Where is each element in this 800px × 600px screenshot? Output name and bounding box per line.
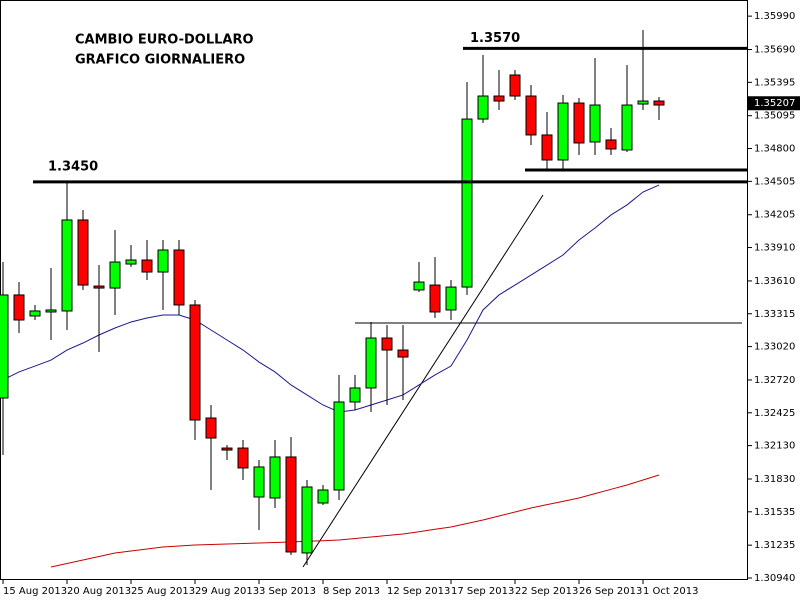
- candle-body: [605, 139, 617, 150]
- y-tick-label: 1.34800: [754, 144, 795, 155]
- candle-body: [77, 219, 89, 286]
- candle-body: [61, 219, 73, 312]
- candle-body: [45, 309, 57, 313]
- last-price-tag: [748, 96, 800, 111]
- candle-body: [525, 95, 537, 136]
- moving-average: [50, 474, 660, 568]
- y-tick-label: 1.31535: [754, 507, 795, 518]
- y-tick-label: 1.33020: [754, 342, 795, 353]
- y-tick-label: 1.33610: [754, 276, 795, 287]
- candle-body: [269, 456, 281, 499]
- candle-body: [397, 349, 409, 358]
- candle-body: [493, 95, 505, 102]
- candle-body: [557, 102, 569, 161]
- y-tick-label: 1.32425: [754, 408, 795, 419]
- x-tick-label: 15 Aug 2013: [3, 586, 67, 597]
- y-tick-label: 1.35990: [754, 11, 795, 22]
- candle-body: [0, 294, 9, 399]
- candle-body: [109, 261, 121, 289]
- y-tick-label: 1.35395: [754, 77, 795, 88]
- y-tick-label: 1.33910: [754, 243, 795, 254]
- candle-body: [589, 104, 601, 143]
- x-tick-label: 3 Sep 2013: [259, 586, 316, 597]
- candle-body: [445, 286, 457, 311]
- y-tick-label: 1.31235: [754, 540, 795, 551]
- candle-body: [365, 337, 377, 389]
- candle-layer: [0, 30, 665, 565]
- y-tick-label: 1.32720: [754, 375, 795, 386]
- x-tick-label: 17 Sep 2013: [451, 586, 514, 597]
- x-tick-label: 1 Oct 2013: [643, 586, 698, 597]
- x-tick-label: 25 Aug 2013: [131, 586, 195, 597]
- candle-body: [29, 310, 41, 317]
- candle-body: [429, 284, 441, 313]
- candle-body: [381, 337, 393, 351]
- candle-body: [221, 447, 233, 451]
- level-label: 1.3570: [470, 31, 520, 46]
- chart-subtitle: GRAFICO GIORNALIERO: [75, 53, 245, 68]
- plot-frame: [0, 0, 748, 580]
- chart-title: CAMBIO EURO-DOLLARO: [75, 33, 254, 48]
- candle-body: [317, 489, 329, 504]
- candle-body: [189, 304, 201, 421]
- y-tick-label: 1.35095: [754, 111, 795, 122]
- candle-body: [253, 466, 265, 498]
- candle-body: [237, 447, 249, 469]
- candle-body: [509, 74, 521, 97]
- candle-body: [285, 456, 297, 553]
- y-tick-label: 1.33315: [754, 309, 795, 320]
- x-tick-label: 29 Aug 2013: [195, 586, 259, 597]
- y-tick-label: 1.34205: [754, 210, 795, 221]
- axis-layer: 1.35990 1.35690 1.35395 1.35095 1.34800 1.345…: [2, 11, 800, 597]
- candle-body: [541, 134, 553, 161]
- candle-body: [461, 118, 473, 288]
- candle-body: [13, 294, 25, 321]
- candle-body: [93, 285, 105, 289]
- candle-body: [141, 259, 153, 273]
- candle-body: [157, 249, 169, 273]
- x-tick-label: 22 Sep 2013: [515, 586, 578, 597]
- moving-average: [2, 184, 660, 413]
- x-tick-label: 26 Sep 2013: [579, 586, 642, 597]
- y-tick-label: 1.31830: [754, 474, 795, 485]
- candle-body: [413, 281, 425, 291]
- indicator-layer: [2, 184, 660, 568]
- x-tick-label: 20 Aug 2013: [67, 586, 131, 597]
- candle-body: [477, 95, 489, 120]
- last-price-label: 1.35207: [754, 98, 795, 109]
- trend-line: [302, 194, 544, 568]
- candle-body: [573, 102, 585, 144]
- candle-body: [125, 259, 137, 265]
- candle-body: [349, 387, 361, 403]
- candle-body: [621, 104, 633, 151]
- y-tick-label: 1.35690: [754, 45, 795, 56]
- annotation-layer: 1.3450 1.3570: [33, 31, 748, 184]
- x-tick-label: 12 Sep 2013: [387, 586, 450, 597]
- y-tick-label: 1.32130: [754, 441, 795, 452]
- candle-body: [301, 486, 313, 554]
- candle-body: [637, 100, 649, 105]
- y-tick-label: 1.34505: [754, 176, 795, 187]
- level-label: 1.3450: [48, 159, 98, 174]
- candle-body: [173, 249, 185, 306]
- candle-body: [653, 100, 665, 106]
- y-tick-label: 1.30940: [754, 573, 795, 584]
- x-tick-label: 8 Sep 2013: [323, 586, 380, 597]
- candle-body: [333, 401, 345, 491]
- candle-body: [205, 417, 217, 439]
